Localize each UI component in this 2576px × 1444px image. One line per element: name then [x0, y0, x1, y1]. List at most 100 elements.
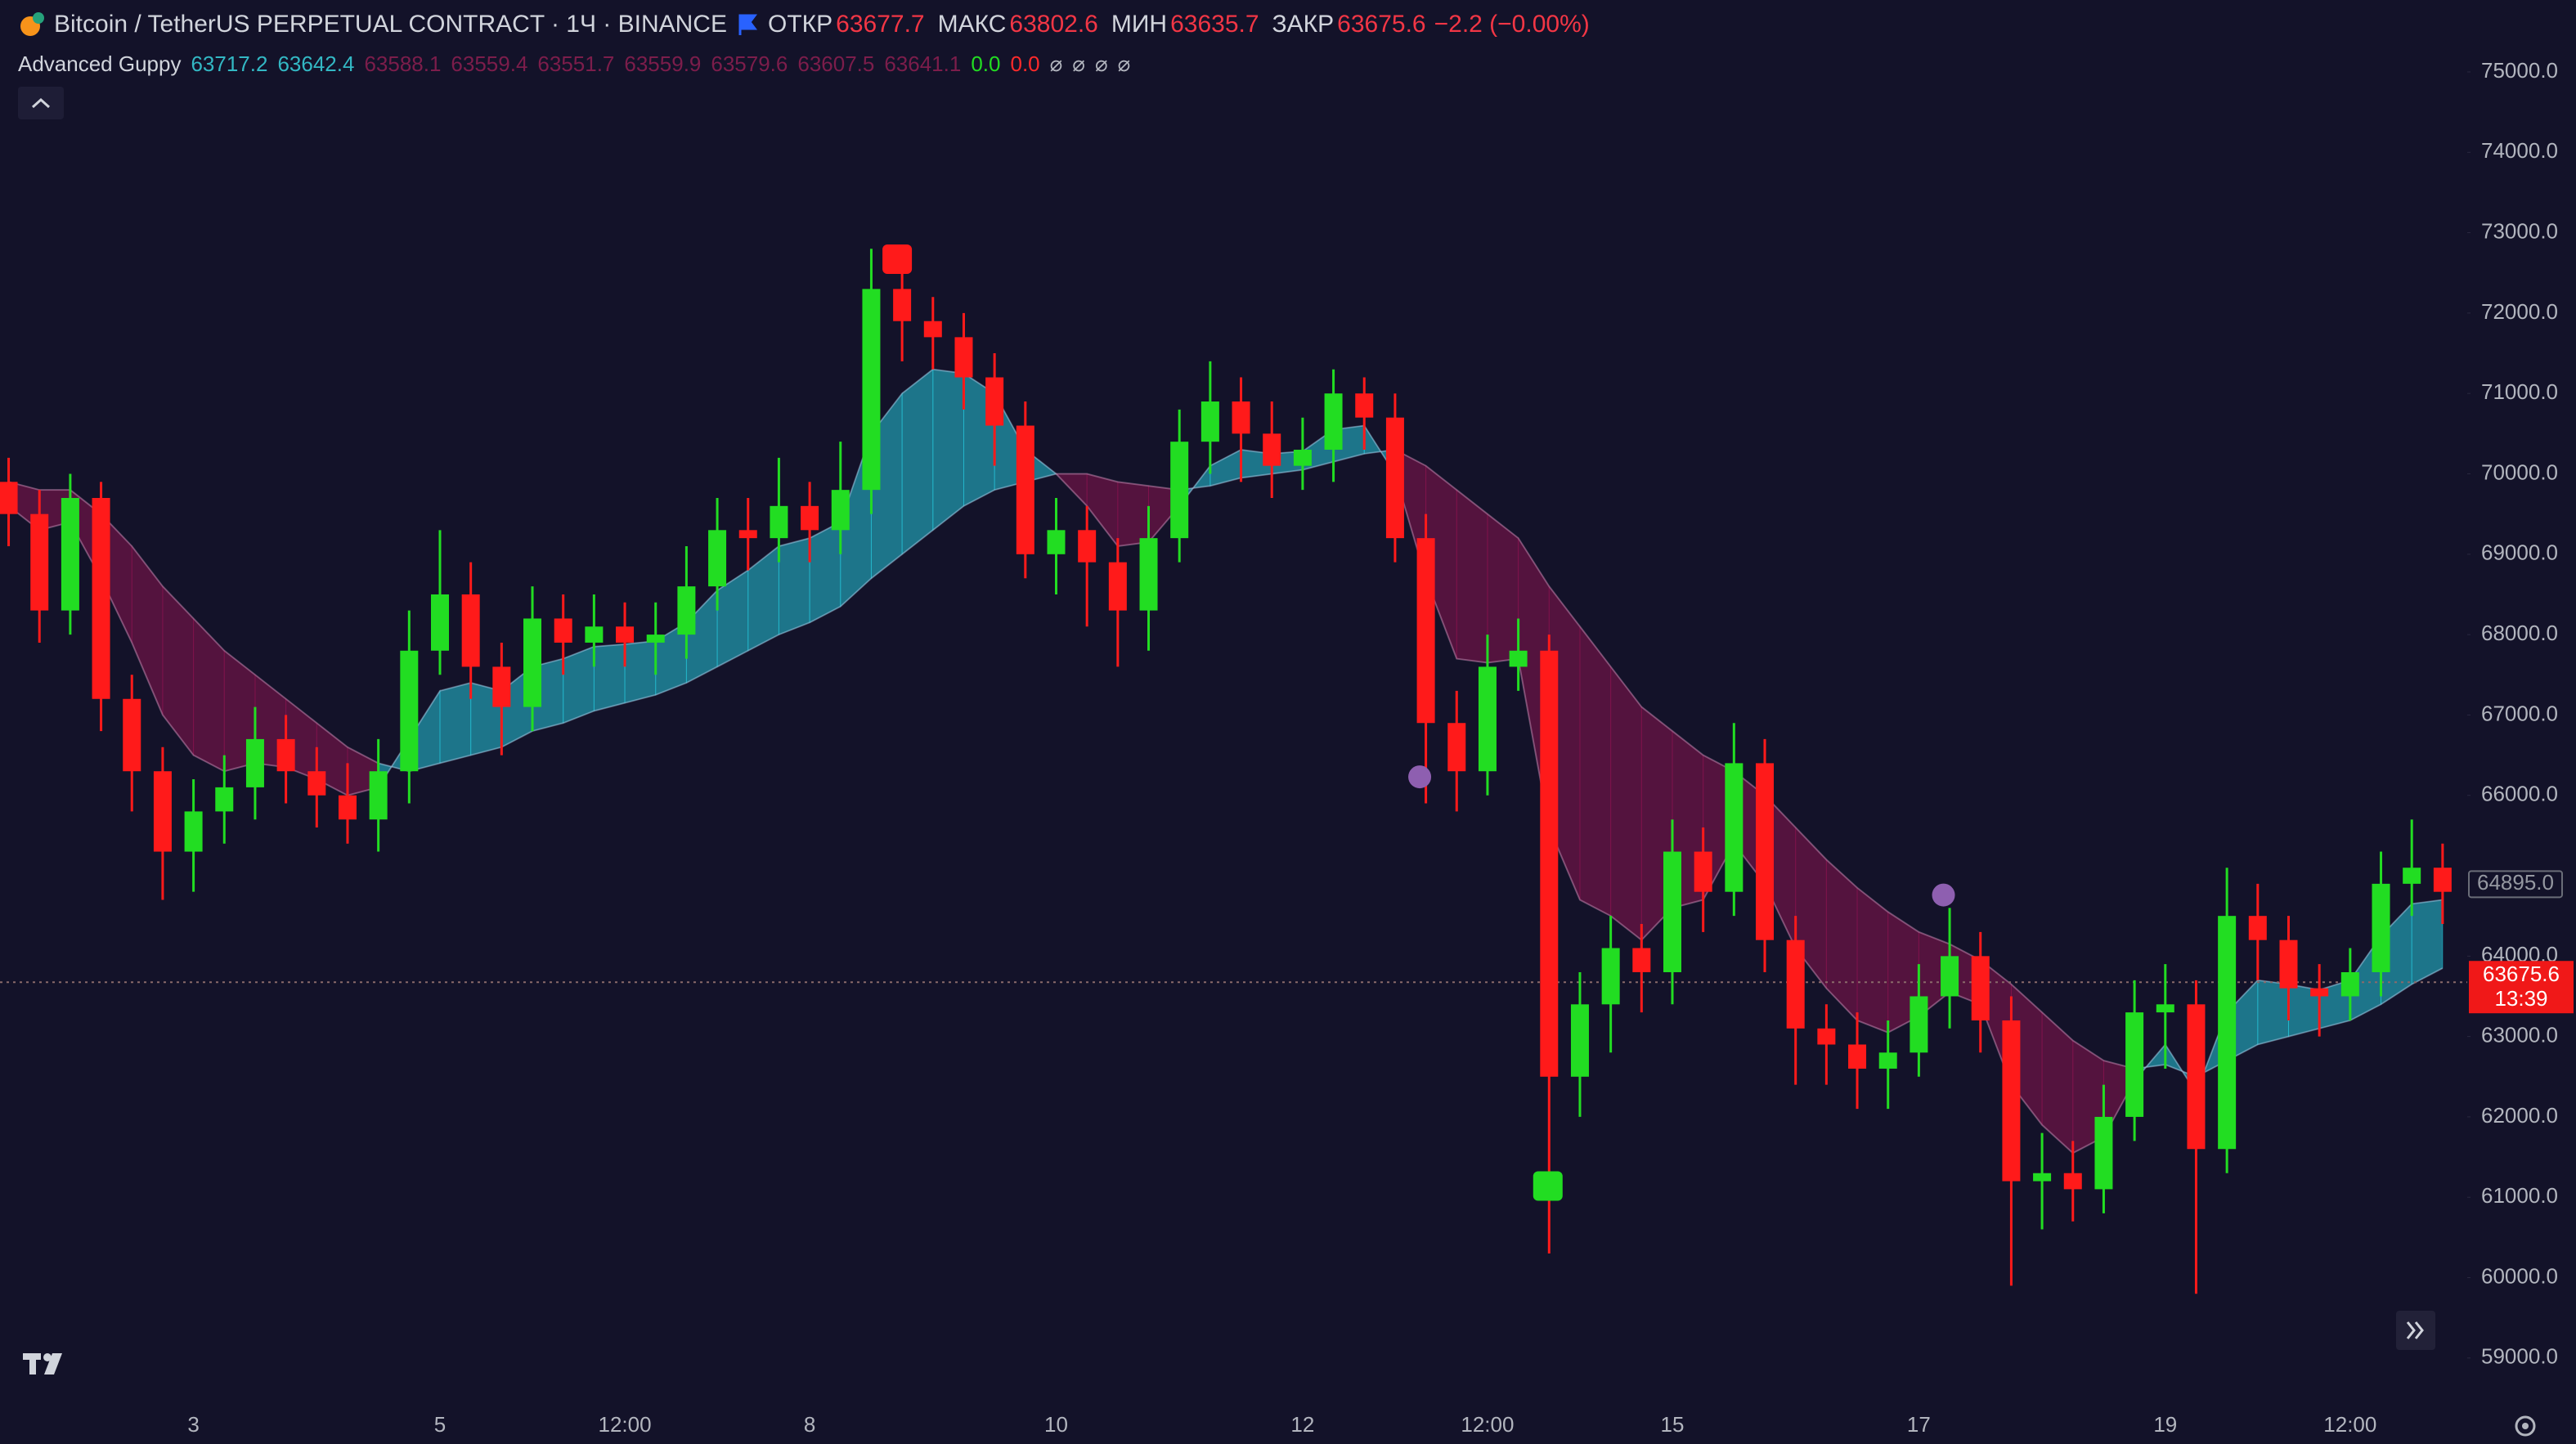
- y-tick-label: 61000.0: [2481, 1183, 2558, 1208]
- candle-body: [831, 490, 850, 531]
- exchange-flag: [738, 14, 757, 35]
- last-price-label: 63675.6: [2483, 962, 2560, 986]
- candle-body: [1694, 851, 1712, 892]
- high-value: 63802.6: [1009, 11, 1098, 38]
- indicator-value: 63641.1: [884, 51, 962, 76]
- candle-body: [708, 530, 727, 587]
- candle-body: [153, 771, 172, 852]
- x-tick-label: 12: [1290, 1412, 1314, 1437]
- indicator-value: 63588.1: [364, 51, 442, 76]
- candle-body: [1478, 666, 1497, 772]
- collapse-icon: [31, 97, 51, 109]
- candle-body: [2156, 1004, 2174, 1013]
- crosshair-label-box: [2468, 870, 2563, 899]
- x-tick-label: 19: [2153, 1412, 2177, 1437]
- collapse-button[interactable]: [18, 87, 64, 119]
- candle-body: [1108, 562, 1127, 611]
- indicator-value: 63551.7: [537, 51, 615, 76]
- settings-button[interactable]: [2515, 1415, 2536, 1437]
- x-tick-label: 5: [434, 1412, 446, 1437]
- candle-body: [954, 337, 973, 378]
- y-tick-label: 75000.0: [2481, 58, 2558, 83]
- candle-body: [1601, 948, 1620, 1005]
- candle-body: [307, 771, 326, 796]
- ribbon-segment: [624, 640, 657, 704]
- candle-body: [2094, 1116, 2113, 1190]
- signal-marker: [882, 244, 913, 275]
- y-tick-label: 73000.0: [2481, 218, 2558, 243]
- candle-body: [923, 321, 942, 338]
- symbol-header: Bitcoin / TetherUS PERPETUAL CONTRACT · …: [18, 8, 1595, 41]
- indicator-value: 63559.9: [624, 51, 702, 76]
- ribbon-segment: [778, 537, 810, 635]
- candle-body: [2002, 1020, 2021, 1182]
- y-tick-label: 66000.0: [2481, 782, 2558, 806]
- axes: 59000.060000.061000.062000.063000.064000…: [187, 58, 2574, 1437]
- candle-body: [1385, 417, 1404, 539]
- indicator-value: ⌀: [1072, 51, 1085, 76]
- ribbon-segment: [901, 368, 934, 555]
- y-tick-label: 67000.0: [2481, 701, 2558, 725]
- candle-body: [2033, 1173, 2052, 1182]
- indicator-value: ⌀: [1117, 51, 1131, 76]
- ribbon-segment: [1209, 449, 1242, 487]
- plot-area: [0, 244, 2467, 1294]
- candle-body: [1848, 1044, 1867, 1069]
- candle-body: [245, 738, 264, 787]
- close-label: ЗАКР: [1272, 11, 1335, 38]
- y-tick-label: 70000.0: [2481, 460, 2558, 484]
- candle-body: [554, 618, 572, 643]
- candle-body: [1447, 723, 1466, 772]
- ribbon-segment: [809, 521, 841, 624]
- indicator-value: 63579.6: [711, 51, 788, 76]
- ribbon-segment: [1856, 886, 1889, 1034]
- candle-body: [2218, 916, 2237, 1150]
- change-value: −2.2 (−0.00%): [1434, 11, 1590, 38]
- candle-body: [30, 513, 49, 611]
- candle-body: [985, 377, 1004, 426]
- candle-body: [2063, 1173, 2082, 1190]
- candle-body: [1416, 538, 1435, 724]
- y-tick-label: 62000.0: [2481, 1103, 2558, 1128]
- indicator-value: 63559.4: [451, 51, 528, 76]
- x-tick-label: 12:00: [599, 1412, 652, 1437]
- scroll-to-latest-button[interactable]: [2396, 1311, 2435, 1350]
- candle-body: [430, 594, 449, 651]
- candle-body: [1355, 393, 1374, 418]
- ribbon-segment: [1579, 625, 1612, 917]
- candle-body: [215, 787, 234, 812]
- candle-body: [770, 505, 788, 539]
- candle-body: [1200, 401, 1219, 442]
- x-tick-label: 17: [1907, 1412, 1931, 1437]
- candle-body: [1540, 650, 1559, 1077]
- ribbon-segment: [563, 646, 595, 724]
- candle-body: [338, 795, 357, 820]
- y-tick-label: 63000.0: [2481, 1023, 2558, 1047]
- candle-body: [461, 594, 480, 667]
- indicator-value: 0.0: [1010, 51, 1040, 76]
- indicator-value: ⌀: [1049, 51, 1063, 76]
- candle-body: [585, 626, 604, 643]
- candle-body: [1293, 450, 1312, 466]
- open-value: 63677.7: [836, 11, 925, 38]
- indicator-name: Advanced Guppy: [18, 51, 182, 76]
- low-label: МИН: [1111, 11, 1168, 38]
- ribbon-segment: [747, 545, 779, 652]
- candle-body: [492, 666, 511, 707]
- symbol-title: Bitcoin / TetherUS PERPETUAL CONTRACT · …: [54, 11, 727, 38]
- candle-body: [646, 635, 665, 643]
- indicator-value: ⌀: [1094, 51, 1108, 76]
- x-tick-label: 3: [187, 1412, 199, 1437]
- y-tick-label: 68000.0: [2481, 621, 2558, 645]
- candle-body: [2403, 868, 2421, 884]
- indicator-legend: Advanced Guppy 63717.2 63642.4 63588.1 6355…: [18, 49, 1130, 78]
- y-tick-label: 59000.0: [2481, 1344, 2558, 1369]
- candle-body: [1139, 538, 1158, 611]
- candle-body: [677, 586, 696, 635]
- countdown-label: 13:39: [2494, 986, 2547, 1011]
- x-tick-label: 15: [1661, 1412, 1685, 1437]
- high-label: МАКС: [937, 11, 1007, 38]
- candle-body: [801, 505, 819, 531]
